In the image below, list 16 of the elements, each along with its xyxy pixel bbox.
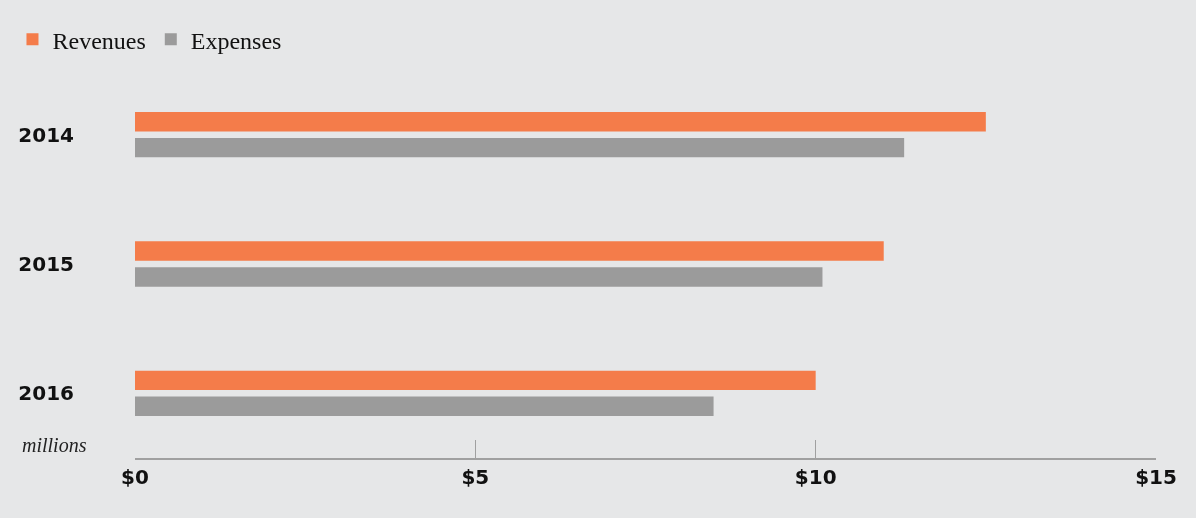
y-tick-label: 2015 bbox=[18, 252, 74, 276]
bar bbox=[135, 112, 986, 132]
bar bbox=[135, 267, 823, 287]
y-tick-label: 2016 bbox=[18, 381, 74, 406]
x-tick-label: $5 bbox=[461, 464, 490, 489]
legend-label: Expenses bbox=[190, 27, 282, 54]
bar bbox=[135, 370, 816, 391]
x-tick-label: $10 bbox=[794, 464, 837, 489]
bar bbox=[135, 241, 884, 261]
x-tick-label: $0 bbox=[121, 464, 149, 489]
y-tick-label: 2014 bbox=[18, 122, 74, 147]
text: millions bbox=[22, 434, 87, 456]
bar bbox=[135, 137, 905, 158]
x-tick-label: $15 bbox=[1135, 464, 1177, 489]
legend-label: Revenues bbox=[52, 27, 146, 54]
bar bbox=[135, 396, 714, 416]
